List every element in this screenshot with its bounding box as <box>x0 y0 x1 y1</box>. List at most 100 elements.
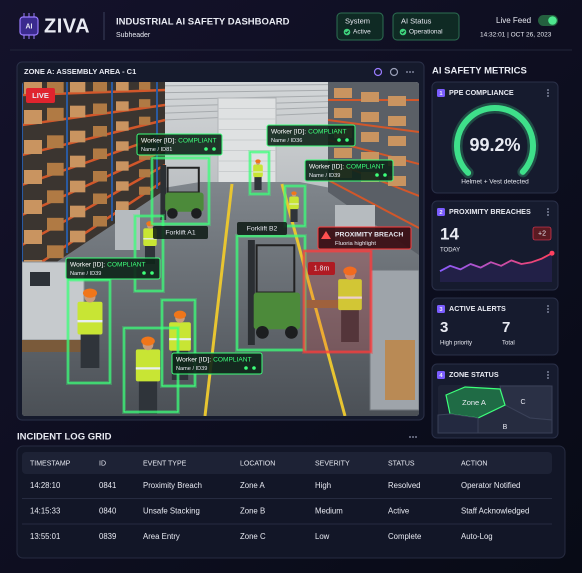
rack-box <box>70 230 86 243</box>
detection-prefix: Worker [ID]: <box>141 137 176 144</box>
metric-index: 3 <box>439 307 443 313</box>
metric-badge <box>437 208 445 216</box>
log-cell: High <box>315 481 331 490</box>
back-door <box>217 97 277 185</box>
status-check-mark <box>401 30 405 34</box>
detection-status: COMPLIANT <box>178 137 216 144</box>
rack-box <box>93 82 107 92</box>
metric-index: 1 <box>439 91 443 97</box>
live-badge-text: LIVE <box>32 91 49 100</box>
distance-label: 1.8m <box>314 266 330 273</box>
rack-box <box>116 82 129 91</box>
camera-icon[interactable] <box>389 67 399 77</box>
rack-box <box>361 112 379 122</box>
detection-label: Worker [ID]: COMPLIANT <box>176 356 252 363</box>
breach-count: 14 <box>440 224 459 243</box>
menu-dot <box>547 374 549 376</box>
forklift-wheel <box>167 208 178 219</box>
forklift-mast <box>160 165 167 220</box>
alert-icon <box>321 231 331 239</box>
column-header: TIMESTAMP <box>30 460 71 467</box>
rack-box <box>24 140 42 154</box>
live-badge <box>26 88 55 103</box>
rack-box <box>47 107 64 121</box>
log-cell: 14:28:10 <box>30 481 61 490</box>
rack-box <box>47 82 64 94</box>
rack-box <box>70 205 86 218</box>
worker-legs <box>138 379 158 414</box>
detection-box <box>249 151 270 195</box>
detection-box <box>284 185 306 227</box>
menu-dot <box>547 95 549 97</box>
rack-box <box>361 92 379 102</box>
rack-box <box>24 110 42 124</box>
sparkline <box>439 252 553 272</box>
log-cell: Zone C <box>240 532 266 541</box>
metric-title: PPE COMPLIANCE <box>449 88 514 97</box>
log-cell: 0840 <box>99 507 117 516</box>
status-pill <box>392 12 460 41</box>
worker-legs <box>341 308 359 342</box>
metric-index: 4 <box>439 373 443 379</box>
menu-dot <box>547 208 549 210</box>
detection-prefix: Worker [ID]: <box>70 261 105 268</box>
worker-helmet <box>82 288 98 298</box>
detection-status: COMPLIANT <box>308 128 346 135</box>
rack-beam <box>327 119 419 133</box>
person-icon <box>345 138 349 142</box>
person-icon <box>142 271 146 275</box>
gauge-value <box>454 105 536 176</box>
column-header: SEVERITY <box>315 460 350 467</box>
menu-dot <box>547 305 549 307</box>
status-label: AI Status <box>401 16 432 25</box>
worker-helmet <box>255 159 261 163</box>
status-check <box>399 28 407 36</box>
person-icon <box>244 366 248 370</box>
menu-dot <box>547 311 549 313</box>
sparkline-end <box>549 250 555 256</box>
cardboard-stack <box>385 340 415 400</box>
pallet <box>305 300 355 308</box>
status-value: Active <box>353 29 371 36</box>
log-cell: Low <box>315 532 330 541</box>
worker-vest <box>77 301 103 335</box>
rack-box <box>116 161 129 171</box>
rack-box <box>70 82 86 93</box>
alert-label-bg <box>317 226 412 250</box>
column-header: ACTION <box>461 460 487 467</box>
worker-vest <box>253 164 263 178</box>
rack-box <box>93 193 107 204</box>
rack-box <box>47 162 64 176</box>
zone-d <box>437 413 479 434</box>
metric-badge <box>437 305 445 313</box>
rack-box <box>361 152 379 162</box>
breach-period: TODAY <box>440 248 460 254</box>
zone-label: Zone A <box>462 398 486 407</box>
rack-box <box>139 99 151 108</box>
rack-box <box>139 151 151 160</box>
detection-box <box>151 157 210 225</box>
rack-box <box>139 82 151 90</box>
column-header: ID <box>99 460 106 467</box>
camera-icon[interactable] <box>373 67 383 77</box>
alerts-high-label: High priority <box>440 341 472 347</box>
log-cell: 0841 <box>99 481 116 490</box>
metric-index: 2 <box>439 210 442 216</box>
person-icon <box>150 271 154 275</box>
worker-legs <box>144 245 156 264</box>
detection-label-bg <box>136 133 223 156</box>
log-cell: 13:55:01 <box>30 532 60 541</box>
rack-box <box>93 216 107 227</box>
floor-line <box>203 183 234 416</box>
forklift-mast <box>247 240 255 345</box>
rack-beam <box>22 178 166 277</box>
forklift-label: Forklift A1 <box>165 230 195 237</box>
detection-id: Name / ID36 <box>271 138 302 144</box>
menu-dot <box>547 371 549 373</box>
worker-helmet <box>141 336 155 346</box>
forklift-wheel <box>256 326 269 339</box>
rack-box <box>334 148 352 158</box>
rack-box <box>47 190 64 204</box>
column-header: LOCATION <box>240 460 275 467</box>
